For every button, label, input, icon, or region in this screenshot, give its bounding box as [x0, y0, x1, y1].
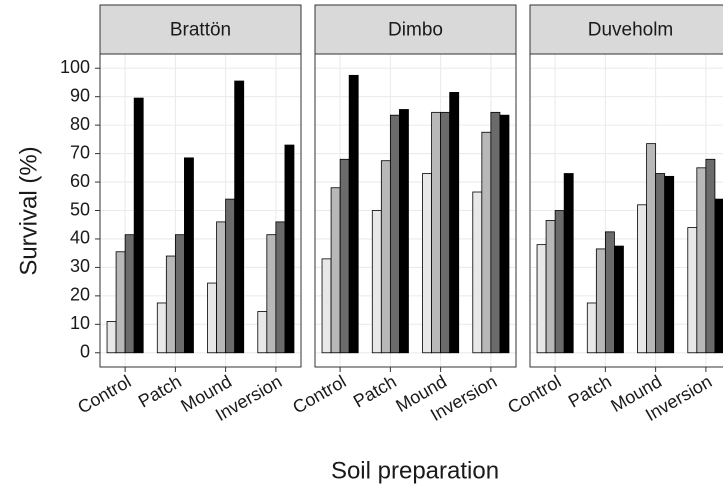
bar	[449, 92, 460, 354]
y-tick-label: 50	[70, 199, 90, 219]
bar	[490, 111, 501, 354]
y-axis-title: Survival (%)	[15, 146, 42, 275]
x-axis-title: Soil preparation	[331, 457, 499, 484]
y-tick-label: 10	[70, 313, 90, 333]
strip	[529, 4, 723, 55]
bar	[614, 245, 624, 354]
bar	[714, 198, 723, 354]
x-tick-label: Patch	[350, 371, 400, 411]
bar	[389, 114, 400, 354]
bar	[545, 220, 556, 354]
bar	[266, 234, 277, 354]
bar	[207, 282, 217, 354]
bar	[422, 173, 432, 354]
bar	[481, 131, 492, 354]
x-tick-label: Control	[289, 371, 349, 417]
bar	[330, 187, 341, 354]
y-tick-label: 90	[70, 85, 90, 105]
bar	[554, 210, 565, 354]
bar	[184, 157, 194, 354]
strip-title: Dimbo	[388, 20, 443, 41]
bar	[646, 143, 657, 354]
bar	[348, 74, 359, 354]
bar	[257, 311, 268, 354]
strip-title: Brattön	[170, 20, 231, 41]
strip-title: Duveholm	[588, 20, 674, 41]
strip	[314, 4, 517, 55]
bar	[472, 191, 483, 354]
bar	[637, 204, 647, 354]
bar	[165, 255, 176, 354]
bar	[595, 248, 606, 354]
bar	[380, 160, 391, 354]
bar	[133, 97, 144, 354]
y-tick-label: 60	[70, 171, 90, 191]
bar	[499, 114, 510, 354]
y-tick-label: 40	[70, 228, 90, 248]
bar	[234, 80, 245, 354]
bar	[174, 234, 185, 354]
bar	[604, 231, 615, 354]
bar	[115, 251, 126, 354]
bar	[440, 111, 451, 354]
bar	[124, 234, 135, 354]
bar	[586, 302, 597, 354]
bar	[225, 198, 236, 354]
x-tick-label: Patch	[565, 371, 615, 411]
bar	[321, 258, 332, 354]
bar	[655, 173, 666, 354]
bar	[536, 244, 547, 354]
y-tick-label: 70	[70, 142, 90, 162]
bar	[106, 321, 117, 354]
x-tick-label: Patch	[135, 371, 185, 411]
bar	[664, 175, 675, 354]
y-tick-label: 0	[80, 342, 90, 362]
bar	[339, 158, 350, 354]
x-tick-label: Control	[74, 371, 134, 417]
strip	[99, 4, 302, 55]
bar	[216, 221, 227, 354]
y-tick-label: 100	[60, 57, 90, 77]
y-tick-label: 80	[70, 114, 90, 134]
y-tick-label: 20	[70, 285, 90, 305]
bar	[687, 227, 698, 354]
bar	[275, 221, 286, 354]
y-tick-label: 30	[70, 256, 90, 276]
bar	[156, 302, 167, 354]
bar	[371, 210, 382, 354]
bar	[696, 167, 707, 354]
x-tick-label: Control	[504, 371, 564, 417]
bar	[399, 109, 409, 354]
bar	[284, 144, 295, 354]
bar	[705, 158, 716, 354]
bar	[431, 111, 442, 354]
bar	[563, 173, 574, 354]
